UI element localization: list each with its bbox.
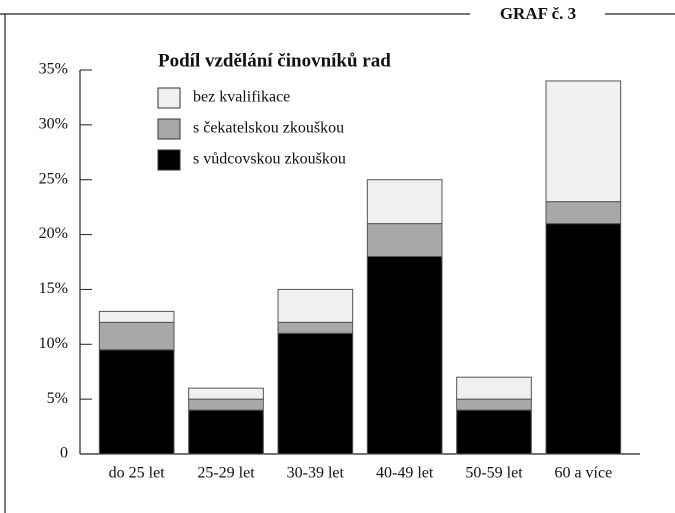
bar-segment — [98, 310, 175, 323]
bar-segment — [456, 398, 532, 411]
legend-label: s vůdcovskou zkouškou — [193, 151, 346, 168]
y-tick-label: 25% — [39, 170, 68, 187]
bar-segment — [277, 288, 354, 323]
y-tick-label: 20% — [39, 225, 68, 242]
y-tick-label: 30% — [39, 116, 68, 133]
y-tick-label: 10% — [39, 335, 68, 352]
legend-label: bez kvalifikace — [193, 89, 290, 106]
chart-title: Podíl vzdělání činovníků rad — [158, 50, 391, 71]
bar-segment — [366, 256, 443, 455]
legend-label: s čekatelskou zkouškou — [193, 120, 344, 137]
bar-segment — [277, 321, 354, 334]
bar-segment — [98, 321, 175, 351]
y-tick-label: 35% — [39, 61, 68, 78]
y-tick-label: 0 — [60, 445, 68, 462]
chart-label: GRAF č. 3 — [500, 4, 576, 23]
x-tick-label: do 25 let — [109, 465, 166, 482]
bar-segment — [188, 398, 264, 411]
y-tick-label: 5% — [47, 390, 68, 407]
bar-segment — [545, 223, 622, 455]
legend-swatch — [157, 149, 181, 171]
bar-segment — [366, 223, 443, 258]
x-tick-label: 30-39 let — [287, 465, 345, 482]
bar-segment — [277, 332, 354, 455]
x-tick-label: 25-29 let — [197, 465, 255, 482]
bar-segment — [456, 376, 532, 400]
x-tick-label: 60 a více — [554, 465, 612, 482]
bar-segment — [98, 349, 175, 455]
bar-segment — [188, 409, 264, 455]
bar-segment — [545, 80, 622, 203]
bar-segment — [456, 409, 532, 455]
bar-segment — [188, 387, 264, 400]
x-tick-label: 50-59 let — [465, 465, 523, 482]
bar-segment — [366, 179, 443, 225]
y-tick-label: 15% — [39, 280, 68, 297]
x-tick-label: 40-49 let — [376, 465, 434, 482]
bar-segment — [545, 201, 622, 225]
legend-swatch — [157, 118, 181, 140]
legend-swatch — [157, 87, 181, 109]
